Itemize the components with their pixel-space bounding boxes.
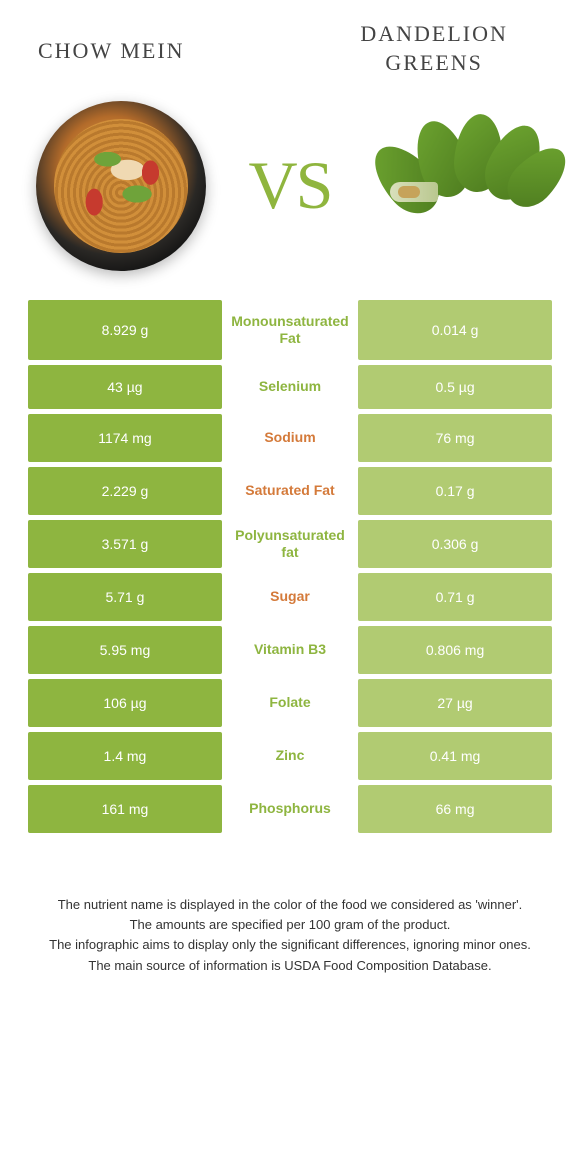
right-value-cell: 0.014 g xyxy=(358,300,552,360)
nutrient-label: Folate xyxy=(222,679,358,727)
nutrient-label: Polyunsaturated fat xyxy=(222,520,358,568)
chow-mein-illustration xyxy=(36,101,206,271)
footer-line: The amounts are specified per 100 gram o… xyxy=(32,915,548,935)
left-value-cell: 2.229 g xyxy=(28,467,222,515)
table-row: 2.229 gSaturated Fat0.17 g xyxy=(28,467,552,515)
left-value-cell: 8.929 g xyxy=(28,300,222,360)
footer-notes: The nutrient name is displayed in the co… xyxy=(28,895,552,976)
left-value-cell: 5.95 mg xyxy=(28,626,222,674)
left-value-cell: 106 µg xyxy=(28,679,222,727)
table-row: 1.4 mgZinc0.41 mg xyxy=(28,732,552,780)
table-row: 106 µgFolate27 µg xyxy=(28,679,552,727)
nutrient-label: Phosphorus xyxy=(222,785,358,833)
left-food-title: CHOW MEIN xyxy=(28,20,264,64)
footer-line: The infographic aims to display only the… xyxy=(32,935,548,955)
right-value-cell: 0.41 mg xyxy=(358,732,552,780)
right-value-cell: 27 µg xyxy=(358,679,552,727)
left-value-cell: 161 mg xyxy=(28,785,222,833)
dandelion-greens-illustration xyxy=(372,136,547,236)
nutrient-label: Saturated Fat xyxy=(222,467,358,515)
left-value-cell: 1.4 mg xyxy=(28,732,222,780)
right-food-image xyxy=(367,93,552,278)
table-row: 5.95 mgVitamin B30.806 mg xyxy=(28,626,552,674)
left-value-cell: 43 µg xyxy=(28,365,222,409)
right-value-cell: 76 mg xyxy=(358,414,552,462)
nutrient-label: Sodium xyxy=(222,414,358,462)
nutrient-label: Monounsaturated Fat xyxy=(222,300,358,360)
header: CHOW MEIN DANDELION GREENS xyxy=(28,20,552,77)
images-row: VS xyxy=(28,93,552,278)
left-value-cell: 1174 mg xyxy=(28,414,222,462)
footer-line: The nutrient name is displayed in the co… xyxy=(32,895,548,915)
nutrient-label: Zinc xyxy=(222,732,358,780)
left-food-image xyxy=(28,93,213,278)
table-row: 8.929 gMonounsaturated Fat0.014 g xyxy=(28,300,552,360)
left-value-cell: 3.571 g xyxy=(28,520,222,568)
footer-line: The main source of information is USDA F… xyxy=(32,956,548,976)
table-row: 5.71 gSugar0.71 g xyxy=(28,573,552,621)
vs-label: VS xyxy=(249,146,332,225)
table-row: 3.571 gPolyunsaturated fat0.306 g xyxy=(28,520,552,568)
table-row: 43 µgSelenium0.5 µg xyxy=(28,365,552,409)
left-value-cell: 5.71 g xyxy=(28,573,222,621)
table-row: 161 mgPhosphorus66 mg xyxy=(28,785,552,833)
nutrient-label: Vitamin B3 xyxy=(222,626,358,674)
right-value-cell: 0.306 g xyxy=(358,520,552,568)
table-row: 1174 mgSodium76 mg xyxy=(28,414,552,462)
comparison-table: 8.929 gMonounsaturated Fat0.014 g 43 µgSe… xyxy=(28,300,552,833)
nutrient-label: Sugar xyxy=(222,573,358,621)
right-value-cell: 0.17 g xyxy=(358,467,552,515)
right-value-cell: 0.71 g xyxy=(358,573,552,621)
right-value-cell: 0.5 µg xyxy=(358,365,552,409)
right-food-title: DANDELION GREENS xyxy=(316,20,552,77)
right-value-cell: 66 mg xyxy=(358,785,552,833)
right-value-cell: 0.806 mg xyxy=(358,626,552,674)
nutrient-label: Selenium xyxy=(222,365,358,409)
